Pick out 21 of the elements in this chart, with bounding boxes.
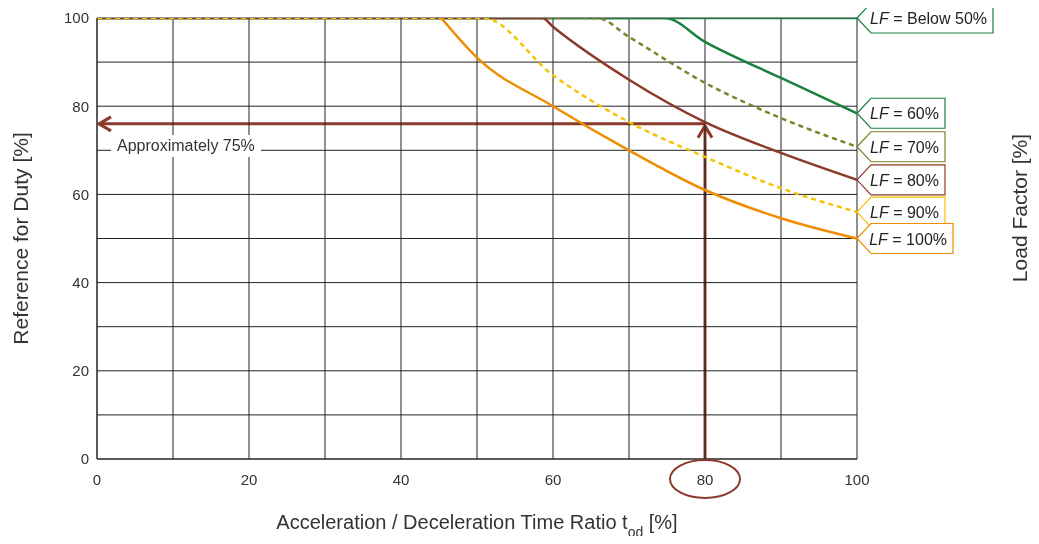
- x-tick-label: 60: [544, 471, 562, 488]
- legend-label: Approximately 75%: [111, 134, 261, 157]
- y-tick-label: 40: [72, 273, 89, 291]
- x-tick-label: 40: [392, 471, 410, 488]
- series-label: LF = 60%: [870, 105, 939, 123]
- y-axis-title: Reference for Duty [%]: [9, 132, 32, 345]
- series-label: LF = 100%: [869, 230, 947, 248]
- y-tick-label: 0: [80, 450, 89, 468]
- series-label: LF = 90%: [870, 204, 939, 222]
- series-label: LF = Below 50%: [870, 10, 987, 27]
- y-tick-label: 20: [72, 362, 89, 380]
- series-label: LF = 70%: [870, 138, 939, 156]
- x-tick-label: 100: [844, 471, 870, 488]
- x-tick-label: 0: [92, 471, 102, 488]
- y-tick-label: 80: [72, 97, 89, 115]
- y-tick-label: 60: [72, 185, 89, 203]
- x-tick-label: 80: [696, 471, 714, 488]
- x-tick-label: 20: [240, 471, 258, 488]
- series-label: LF = 80%: [870, 171, 939, 189]
- y-tick-label: 100: [63, 9, 89, 27]
- text: Load Factor [%]: [1008, 132, 1032, 285]
